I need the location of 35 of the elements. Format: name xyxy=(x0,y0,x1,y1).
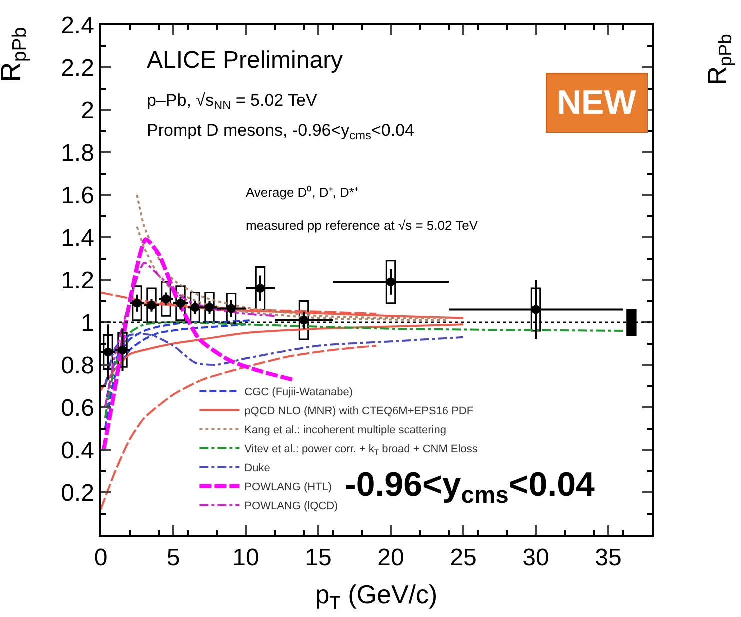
annotation: NEW xyxy=(557,84,638,122)
x-tick-label: 0 xyxy=(94,544,108,572)
legend-label: Vitev et al.: power corr. + k$_{T}$ broad + CNM Eloss xyxy=(244,443,478,457)
y-tick-label: 1.6 xyxy=(61,182,94,210)
y-tick-label: 0.2 xyxy=(61,480,94,507)
x-tick-label: 5 xyxy=(166,544,180,572)
x-tick-label: 10 xyxy=(232,544,260,572)
annotation: Prompt D mesons, -0.96<y$_{cms}$<0.04 xyxy=(147,121,414,143)
legend-label: Duke xyxy=(244,462,270,474)
x-tick-label: 20 xyxy=(378,544,404,572)
x-tick-label: 35 xyxy=(595,544,622,572)
y-tick-label: 1 xyxy=(81,310,94,337)
y-tick-label: 2.2 xyxy=(61,54,94,82)
y-tick-label: 1.2 xyxy=(61,267,94,294)
y-tick-label: 0.6 xyxy=(61,394,94,422)
legend-label: Kang et al.: incoherent multiple scattering xyxy=(244,424,446,436)
y-tick-label: 0.4 xyxy=(61,437,94,464)
legend-label: pQCD NLO (MNR) with CTEQ6M+EPS16 PDF xyxy=(244,405,474,418)
y-tick-label: 0.8 xyxy=(61,352,94,380)
x-tick-label: 30 xyxy=(522,544,550,572)
legend-label: POWLANG (HTL) xyxy=(244,481,332,494)
legend-label: CGC (Fujii-Watanabe) xyxy=(244,386,354,398)
y-tick-label: 2.4 xyxy=(61,12,94,40)
annotation: Average D⁰, D⁺, D*⁺ xyxy=(246,185,358,200)
x-tick-label: 25 xyxy=(450,544,477,572)
x-axis-title: p$_{T}$ (GeV/c) xyxy=(315,580,438,614)
annotation: p–Pb, √s$_{NN}$ = 5.02 TeV xyxy=(147,91,318,113)
y-tick-label: 1.8 xyxy=(61,140,94,167)
annotation: measured pp reference at √s = 5.02 TeV xyxy=(246,218,478,233)
legend-label: POWLANG (lQCD) xyxy=(244,500,338,512)
y-tick-label: 1.4 xyxy=(61,224,94,252)
annotation: -0.96<y$_{cms}$<0.04 xyxy=(345,466,596,510)
annotation: ALICE Preliminary xyxy=(147,47,344,74)
y-tick-label: 2 xyxy=(81,97,94,124)
x-tick-label: 15 xyxy=(305,544,332,572)
